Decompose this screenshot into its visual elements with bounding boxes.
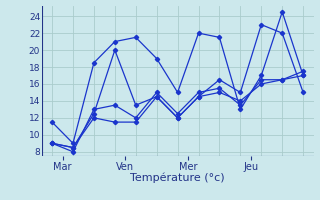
X-axis label: Température (°c): Température (°c) <box>130 173 225 183</box>
